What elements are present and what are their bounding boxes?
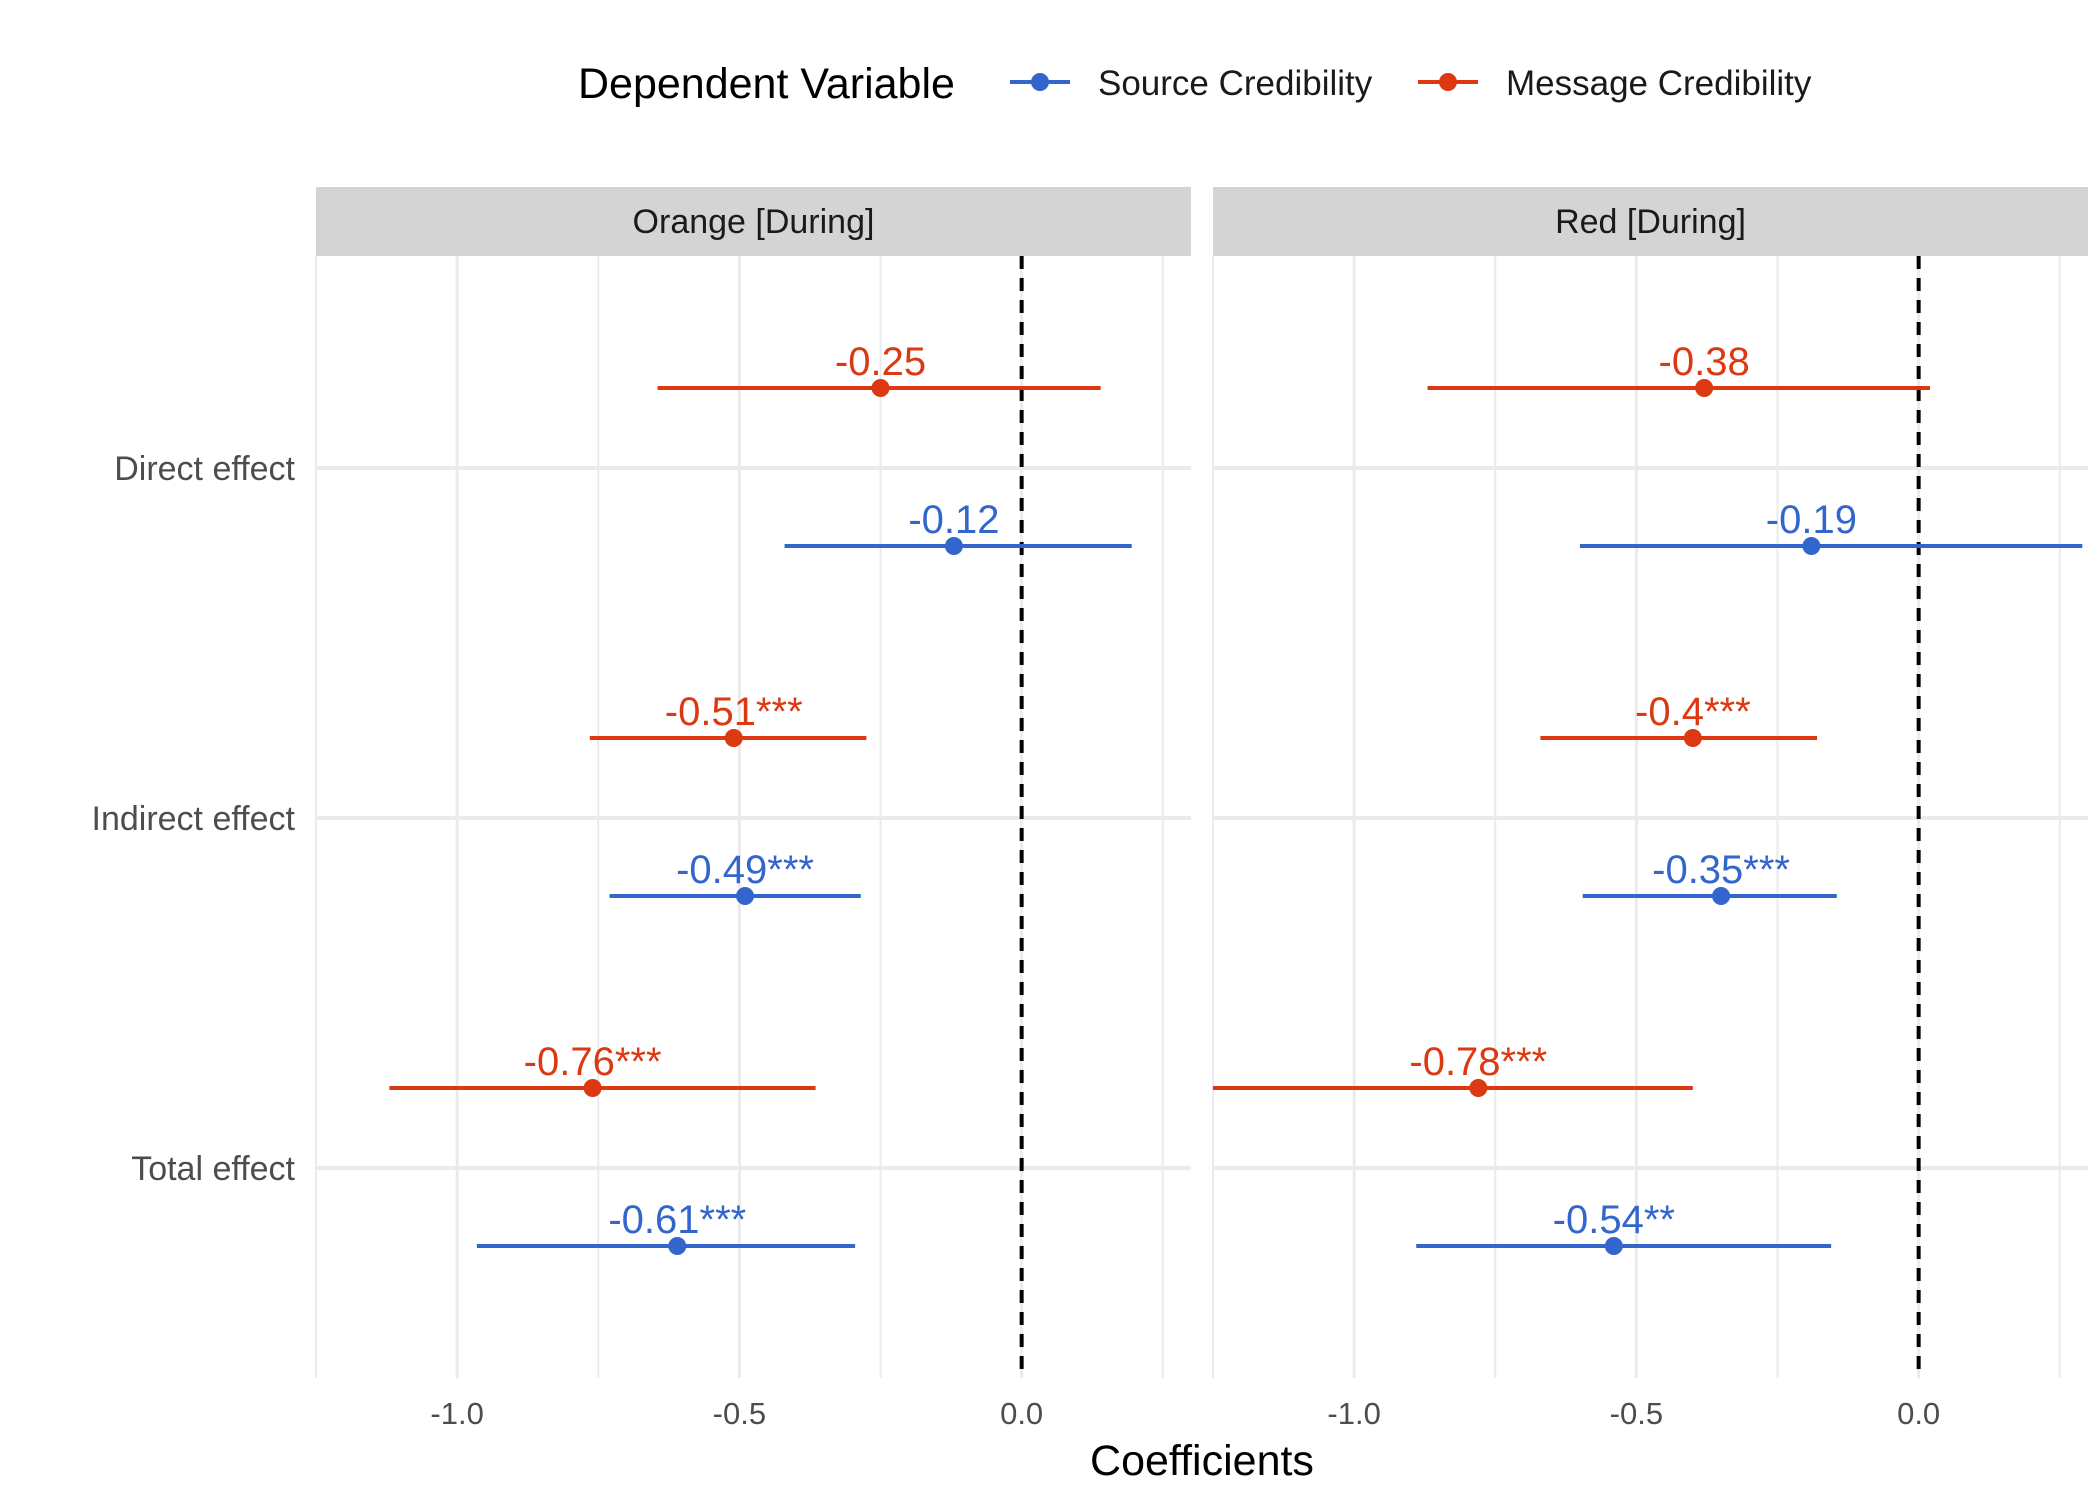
legend-title: Dependent Variable (578, 60, 955, 108)
point-message-credibility-indirect-effect (724, 729, 743, 747)
estimate-label-source-credibility-total-effect: -0.61*** (608, 1198, 746, 1242)
legend-key-dot-source (1031, 73, 1049, 91)
estimate-label-message-credibility-indirect-effect: -0.4*** (1635, 690, 1751, 734)
point-message-credibility-indirect-effect (1683, 729, 1702, 747)
x-tick-label: 0.0 (1897, 1396, 1940, 1431)
x-tick-label: -1.0 (1327, 1396, 1380, 1431)
strip-red (1213, 187, 2088, 256)
y-axis: Direct effect Indirect effect Total effe… (92, 450, 296, 1188)
point-source-credibility-indirect-effect (736, 887, 755, 905)
point-message-credibility-total-effect (1469, 1079, 1488, 1097)
panel-orange: Orange [During] -0.25 -0.12 -0.51*** -0.49*… (315, 187, 1191, 1431)
y-tick-direct-effect: Direct effect (114, 450, 295, 488)
legend-label-message: Message Credibility (1506, 64, 1812, 103)
point-source-credibility-total-effect (668, 1237, 687, 1255)
point-message-credibility-total-effect (583, 1079, 602, 1097)
strip-label-red: Red [During] (1555, 203, 1746, 241)
point-source-credibility-total-effect (1604, 1237, 1623, 1255)
estimate-label-source-credibility-direct-effect: -0.19 (1766, 498, 1857, 542)
legend-label-source: Source Credibility (1098, 64, 1373, 103)
estimate-label-source-credibility-indirect-effect: -0.49*** (676, 848, 814, 892)
x-axis-title: Coefficients (1090, 1437, 1314, 1485)
x-tick-label: -1.0 (430, 1396, 483, 1431)
panel-red: Red [During] -0.38-0.19-0.4***-0.35***-0… (1212, 187, 2088, 1431)
x-tick-label: -0.5 (1610, 1396, 1663, 1431)
point-source-credibility-indirect-effect (1712, 887, 1731, 905)
point-message-credibility-direct-effect (1695, 379, 1714, 397)
estimate-label-source-credibility-direct-effect: -0.12 (908, 498, 999, 542)
legend-key-dot-message (1439, 73, 1457, 91)
legend-item-message-credibility: Message Credibility (1418, 64, 1812, 103)
y-tick-indirect-effect: Indirect effect (92, 800, 296, 838)
estimate-label-message-credibility-direct-effect: -0.25 (835, 340, 926, 384)
estimate-label-message-credibility-direct-effect: -0.38 (1659, 340, 1750, 384)
estimate-label-source-credibility-total-effect: -0.54** (1553, 1198, 1675, 1242)
estimate-label-message-credibility-total-effect: -0.76*** (524, 1040, 662, 1084)
y-tick-total-effect: Total effect (131, 1150, 295, 1188)
point-message-credibility-direct-effect (871, 379, 890, 397)
legend-item-source-credibility: Source Credibility (1010, 64, 1373, 103)
x-tick-label: -0.5 (713, 1396, 766, 1431)
plot-area-orange: -0.25 -0.12 -0.51*** -0.49*** -0.76*** -0.61*… (315, 256, 1191, 1431)
estimate-label-source-credibility-indirect-effect: -0.35*** (1652, 848, 1790, 892)
plot-area-red: -0.38 -0.19 -0.4*** -0.35*** -0.78*** -0.54**… (1212, 256, 2088, 1431)
legend: Dependent Variable Source Credibility Me… (578, 60, 1812, 108)
x-tick-label: 0.0 (1000, 1396, 1043, 1431)
point-source-credibility-direct-effect (1802, 537, 1821, 555)
strip-label-orange: Orange [During] (633, 203, 875, 241)
point-source-credibility-direct-effect (944, 537, 963, 555)
estimate-label-message-credibility-total-effect: -0.78*** (1409, 1040, 1547, 1084)
strip-orange (316, 187, 1191, 256)
estimate-label-message-credibility-indirect-effect: -0.51*** (665, 690, 803, 734)
